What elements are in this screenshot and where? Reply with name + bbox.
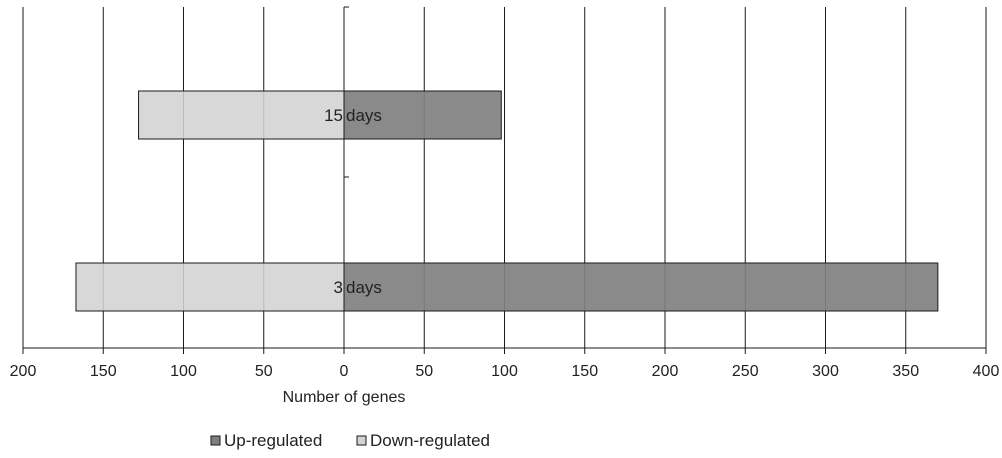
bar-up-regulated-1: [343, 262, 939, 312]
bar-label-unit-1: days: [346, 278, 382, 297]
legend-swatch-up-regulated: [210, 435, 221, 446]
x-tick-label-8: 200: [652, 363, 679, 380]
x-tick-label-12: 400: [973, 363, 1000, 380]
bars: [75, 90, 939, 312]
legend: Up-regulated Down-regulated: [210, 431, 490, 450]
bar-down-regulated-1: [75, 262, 345, 312]
bar-label-number-1: 3: [334, 278, 343, 297]
x-tick-label-4: 0: [340, 363, 349, 380]
x-tick-label-5: 50: [415, 363, 433, 380]
legend-label-down-regulated: Down-regulated: [370, 431, 490, 450]
x-tick-label-3: 50: [255, 363, 273, 380]
x-tick-labels: 200 150 100 50 0 50 100 150 200 250 300 350 400: [10, 363, 1000, 380]
axes: [22, 6, 987, 354]
x-tick-label-10: 300: [812, 363, 839, 380]
x-tick-label-6: 100: [491, 363, 518, 380]
legend-label-up-regulated: Up-regulated: [224, 431, 322, 450]
bar-up-regulated-0: [343, 90, 502, 140]
x-tick-label-2: 100: [170, 363, 197, 380]
x-axis-title: Number of genes: [283, 389, 406, 406]
x-tick-label-9: 250: [732, 363, 759, 380]
bar-down-regulated-0: [138, 90, 345, 140]
bar-label-unit-0: days: [346, 106, 382, 125]
x-tick-label-1: 150: [90, 363, 117, 380]
bar-label-number-0: 15: [324, 106, 343, 125]
x-tick-label-11: 350: [892, 363, 919, 380]
x-tick-label-7: 150: [571, 363, 598, 380]
x-tick-label-0: 200: [10, 363, 37, 380]
legend-swatch-down-regulated: [356, 435, 367, 446]
